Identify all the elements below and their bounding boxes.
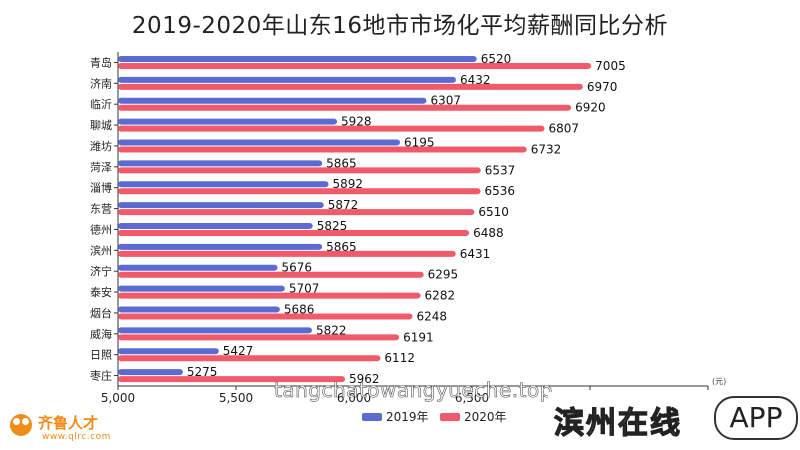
data-label-2020: 7005: [595, 59, 626, 73]
category-label: 东营: [90, 202, 112, 216]
data-label-2020: 6488: [473, 226, 504, 240]
bar-2019: [118, 76, 456, 83]
bar-2019: [118, 285, 285, 292]
category-label: 泰安: [90, 285, 112, 299]
bar-2020: [118, 250, 456, 257]
category-label: 枣庄: [90, 369, 112, 383]
legend-swatch-2020: [440, 413, 460, 421]
legend-swatch-2019: [362, 413, 382, 421]
category-label: 滨州: [90, 243, 112, 257]
bar-2019: [118, 118, 338, 125]
bar-2019: [118, 222, 313, 229]
category-label: 菏泽: [90, 161, 112, 174]
data-label-2020: 6191: [403, 330, 434, 344]
data-label-2019: 5892: [333, 177, 364, 191]
bar-2020: [118, 355, 381, 362]
x-axis-unit: (元): [712, 377, 726, 386]
data-label-2019: 5865: [326, 156, 357, 170]
bar-2019: [118, 160, 323, 167]
bar-2020: [118, 104, 572, 111]
bar-2020: [118, 62, 592, 69]
category-label: 青岛: [90, 55, 112, 69]
app-badge-main: 滨州在线: [553, 405, 682, 441]
data-label-2020: 6970: [587, 80, 618, 94]
category-label: 临沂: [90, 97, 112, 111]
bar-2020: [118, 188, 481, 195]
bar-2019: [118, 97, 427, 104]
data-label-2020: 6248: [417, 309, 448, 323]
category-label: 日照: [90, 349, 112, 362]
chart-title: 2019-2020年山东16地市市场化平均薪酬同比分析: [131, 13, 669, 39]
category-label: 德州: [90, 222, 112, 236]
bar-2020: [118, 229, 470, 236]
legend-label-2020: 2020年: [464, 410, 507, 424]
logo-name: 齐鲁人才: [38, 414, 99, 432]
data-label-2019: 5275: [187, 365, 218, 379]
data-label-2020: 6295: [428, 268, 459, 282]
bar-2019: [118, 348, 219, 355]
data-label-2020: 6112: [384, 351, 415, 365]
data-label-2019: 5822: [316, 323, 347, 337]
frog-logo-icon: [10, 414, 32, 436]
data-label-2019: 6432: [460, 73, 491, 87]
data-label-2019: 5686: [284, 302, 315, 316]
bar-2019: [118, 55, 477, 62]
data-label-2020: 5962: [349, 372, 380, 386]
category-label: 济宁: [90, 264, 112, 278]
category-label: 烟台: [90, 306, 112, 320]
data-label-2020: 6510: [478, 205, 509, 219]
data-label-2019: 6307: [430, 94, 461, 108]
bar-2020: [118, 313, 413, 320]
bar-2020: [118, 125, 545, 132]
qlrc-logo: 齐鲁人才 www.qlrc.com: [8, 410, 138, 446]
bar-2020: [118, 271, 424, 278]
category-label: 威海: [90, 327, 112, 341]
bar-2019: [118, 202, 324, 209]
bar-2019: [118, 369, 183, 376]
category-label: 聊城: [90, 118, 112, 132]
bar-2020: [118, 376, 346, 383]
bar-2019: [118, 139, 401, 146]
x-tick-label: 5,000: [101, 391, 135, 405]
data-label-2020: 6537: [485, 163, 516, 177]
x-tick-label: 5,500: [219, 391, 253, 405]
data-label-2019: 5427: [223, 344, 254, 358]
data-label-2020: 6807: [548, 122, 579, 136]
data-label-2019: 5928: [341, 115, 372, 129]
data-label-2020: 6282: [425, 289, 456, 303]
bar-2020: [118, 83, 583, 90]
bar-2020: [118, 209, 475, 216]
data-label-2020: 6431: [460, 247, 491, 261]
bar-2019: [118, 181, 329, 188]
bar-2019: [118, 264, 278, 271]
data-label-2019: 5872: [328, 198, 359, 212]
data-label-2019: 5865: [326, 240, 357, 254]
app-badge-app: APP: [714, 396, 798, 440]
data-label-2019: 6195: [404, 135, 435, 149]
data-label-2020: 6920: [575, 101, 606, 115]
data-label-2019: 5676: [282, 261, 313, 275]
bar-2020: [118, 334, 400, 341]
x-tick-label: 6,500: [455, 391, 489, 405]
bar-2019: [118, 243, 323, 250]
bar-2019: [118, 306, 280, 313]
app-badge: 滨州在线 APP: [548, 392, 800, 450]
bar-2019: [118, 327, 312, 334]
category-label: 淄博: [90, 182, 112, 195]
bar-2020: [118, 292, 421, 299]
category-label: 潍坊: [90, 139, 112, 153]
data-label-2019: 5825: [317, 219, 348, 233]
bar-2020: [118, 146, 527, 153]
data-label-2019: 5707: [289, 282, 320, 296]
data-label-2020: 6732: [531, 142, 562, 156]
watermark-text: tangchatowangyueche.top: [274, 378, 553, 403]
data-label-2019: 6520: [481, 52, 512, 66]
x-tick-label: 6,000: [337, 391, 371, 405]
category-label: 济南: [90, 76, 112, 90]
logo-site: www.qlrc.com: [42, 432, 111, 442]
bar-2020: [118, 167, 481, 174]
data-label-2020: 6536: [484, 184, 515, 198]
legend-label-2019: 2019年: [386, 410, 429, 424]
